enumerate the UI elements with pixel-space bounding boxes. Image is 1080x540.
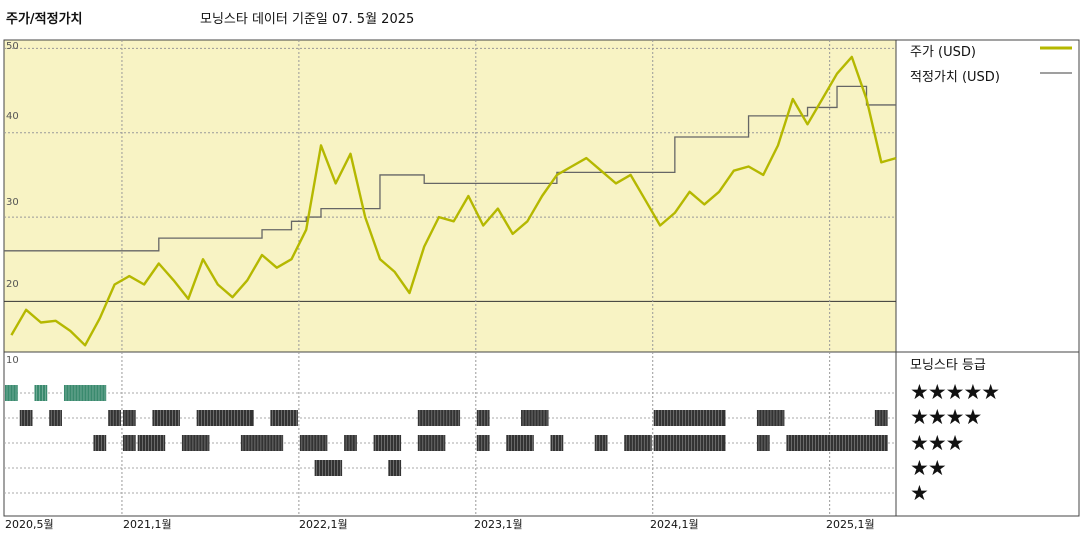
legend-fair-label: 적정가치 (USD) [910, 70, 1000, 85]
y-tick-label: 50 [6, 41, 19, 52]
rating-band-3-star [137, 435, 166, 451]
rating-5-stars: ★★★★★ [910, 380, 1000, 404]
price-line [10, 55, 897, 347]
rating-band-3-star [181, 435, 210, 451]
price-panel-background [4, 40, 896, 352]
rating-band-4-star [19, 410, 33, 426]
rating-band-3-star [344, 435, 357, 451]
rating-band-3-star [93, 435, 107, 451]
rating-band-4-star [270, 410, 298, 426]
rating-band-4-star [476, 410, 490, 426]
rating-band-3-star [594, 435, 608, 451]
rating-band-3-star [624, 435, 652, 451]
rating-band-4-star [108, 410, 121, 426]
x-tick-label: 2025,1월 [826, 518, 875, 531]
x-tick-label: 2021,1월 [123, 518, 172, 531]
lower-y-label: 10 [6, 355, 19, 366]
rating-band-3-star [786, 435, 888, 451]
rating-band-2-star [388, 460, 402, 476]
y-tick-label: 20 [6, 279, 19, 290]
rating-band-3-star [653, 435, 726, 451]
rating-band-5-star [34, 385, 48, 401]
rating-band-4-star [653, 410, 726, 426]
x-tick-label: 2022,1월 [299, 518, 348, 531]
rating-band-4-star [152, 410, 180, 426]
x-tick-label: 2023,1월 [474, 518, 523, 531]
rating-band-4-star [196, 410, 254, 426]
rating-band-4-star [122, 410, 136, 426]
rating-band-3-star [299, 435, 328, 451]
rating-band-4-star [49, 410, 62, 426]
rating-band-2-star [314, 460, 343, 476]
rating-band-4-star [756, 410, 785, 426]
rating-band-3-star [240, 435, 284, 451]
rating-band-3-star [373, 435, 402, 451]
chart-subtitle: 모닝스타 데이터 기준일 07. 5월 2025 [200, 12, 415, 27]
rating-2-stars: ★★ [910, 456, 947, 480]
rating-band-5-star [63, 385, 107, 401]
rating-band-4-star [874, 410, 888, 426]
rating-band-5-star [5, 385, 18, 401]
rating-band-3-star [756, 435, 770, 451]
y-tick-label: 40 [6, 111, 19, 122]
x-tick-label: 2024,1월 [650, 518, 699, 531]
chart-title: 주가/적정가치 [6, 12, 83, 27]
x-tick-label: 2020,5월 [5, 518, 54, 531]
legend-price-label: 주가 (USD) [910, 45, 976, 60]
rating-4-stars: ★★★★ [910, 405, 982, 429]
rating-band-4-star [417, 410, 461, 426]
y-tick-label: 30 [6, 197, 19, 208]
rating-band-4-star [521, 410, 549, 426]
rating-band-3-star [417, 435, 446, 451]
rating-band-3-star [476, 435, 490, 451]
rating-band-3-star [550, 435, 564, 451]
rating-1-stars: ★ [910, 481, 929, 505]
rating-band-3-star [506, 435, 534, 451]
chart-frame [3, 39, 1080, 517]
rating-band-3-star [122, 435, 136, 451]
rating-title: 모닝스타 등급 [910, 358, 986, 373]
rating-3-stars: ★★★ [910, 431, 964, 455]
